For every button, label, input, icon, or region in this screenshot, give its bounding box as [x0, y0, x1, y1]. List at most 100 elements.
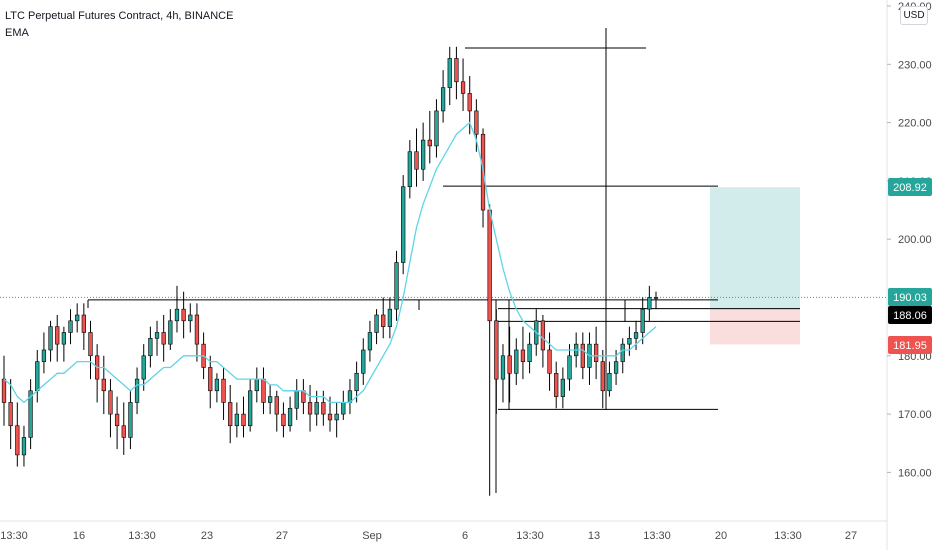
candle-body [427, 139, 432, 147]
candle-body [128, 402, 133, 438]
candle-body [460, 81, 466, 94]
candle-body [440, 87, 446, 112]
candle-body [394, 262, 399, 310]
stop-price-label: 181.95 [893, 340, 927, 352]
candle-body [134, 378, 140, 403]
candle-body [374, 314, 379, 333]
candle-body [274, 396, 279, 415]
candle-body [507, 355, 512, 374]
time-tick-label: 13:30 [516, 530, 544, 542]
candle-body [81, 314, 86, 333]
entry-price-label: 188.06 [893, 310, 927, 322]
candle-body [61, 332, 67, 345]
entry-price-badge [888, 306, 932, 324]
time-tick-label: 6 [462, 530, 468, 542]
candle-body [407, 151, 412, 188]
candle-body [487, 209, 492, 322]
candle-body [620, 343, 625, 362]
target-price-badge [888, 178, 932, 196]
candle-body [8, 402, 13, 427]
time-axis[interactable]: 13:30 16 13:30 23 27 Sep 6 13:30 13 13:30 20 13:30 2… [0, 530, 857, 542]
candle-body [554, 372, 559, 397]
candle-body [108, 390, 113, 415]
candle-body [321, 402, 326, 415]
candle-body [633, 332, 639, 339]
candle-body [547, 349, 552, 374]
candle-body [401, 186, 406, 263]
candles-group [1, 46, 659, 496]
time-tick-label: Sep [362, 530, 382, 542]
candle-body [600, 361, 605, 392]
candle-body [580, 343, 585, 368]
candle-body [281, 413, 286, 427]
chart-title: LTC Perpetual Futures Contract, 4h, BINA… [5, 10, 234, 22]
current-price-label: 190.03 [893, 292, 927, 304]
candle-body [234, 413, 239, 427]
candle-body [294, 390, 299, 409]
candle-body [248, 390, 253, 427]
candle-body [361, 349, 366, 374]
candle-body [327, 413, 333, 421]
stop-zone[interactable] [710, 308, 800, 345]
candle-body [474, 110, 479, 135]
candle-body [421, 139, 426, 170]
candle-body [314, 402, 319, 415]
candle-body [527, 343, 532, 362]
candle-body [627, 338, 632, 345]
candle-body [114, 413, 120, 427]
candle-body [101, 378, 106, 392]
candle-body [241, 413, 246, 427]
candle-body [381, 314, 386, 327]
candle-body [520, 349, 526, 362]
candle-body [68, 320, 73, 333]
candle-body [228, 402, 233, 427]
candle-body [181, 308, 186, 322]
candle-body [15, 425, 20, 456]
time-tick-label: 13 [588, 530, 600, 542]
candle-body [500, 355, 506, 380]
price-axis[interactable]: 240.00230.00220.00210.00200.00180.00170.… [887, 1, 932, 479]
candle-body [41, 349, 47, 362]
ema-line [3, 121, 657, 404]
candle-body [55, 326, 60, 345]
candle-body [467, 93, 472, 112]
time-tick-label: 13:30 [643, 530, 671, 542]
candle-body [121, 425, 126, 438]
candle-body [267, 396, 273, 403]
currency-button[interactable]: USD [900, 6, 928, 25]
candle-body [28, 390, 33, 438]
price-tick-label: 170.00 [898, 409, 932, 421]
candle-body [560, 378, 565, 397]
candle-body [194, 314, 200, 345]
candle-body [141, 355, 146, 380]
candle-body [188, 314, 193, 322]
indicator-label[interactable]: EMA [5, 27, 29, 39]
candle-body [75, 314, 80, 322]
candle-body [454, 58, 459, 83]
candle-body [567, 355, 572, 380]
time-tick-label: 20 [715, 530, 727, 542]
time-tick-label: 13:30 [774, 530, 802, 542]
candle-body [514, 349, 519, 374]
candle-body [593, 343, 599, 362]
candle-body [21, 437, 27, 456]
price-badges: 208.92 190.03 188.06 181.95 [888, 178, 932, 354]
candle-body [287, 407, 293, 427]
stop-price-badge [888, 336, 932, 354]
candle-body [647, 297, 652, 310]
candle-body [161, 332, 166, 345]
price-tick-label: 200.00 [898, 234, 932, 246]
target-zone[interactable] [710, 187, 800, 309]
candle-body [261, 378, 266, 403]
candle-body [540, 320, 546, 351]
candle-body [354, 372, 359, 392]
price-tick-label: 230.00 [898, 59, 932, 71]
time-tick-label: 27 [276, 530, 288, 542]
candle-body [208, 367, 213, 392]
candle-body [154, 332, 160, 339]
candle-body [434, 110, 439, 147]
candle-body [35, 361, 40, 392]
candle-body [447, 58, 452, 88]
candle-body [607, 372, 612, 392]
